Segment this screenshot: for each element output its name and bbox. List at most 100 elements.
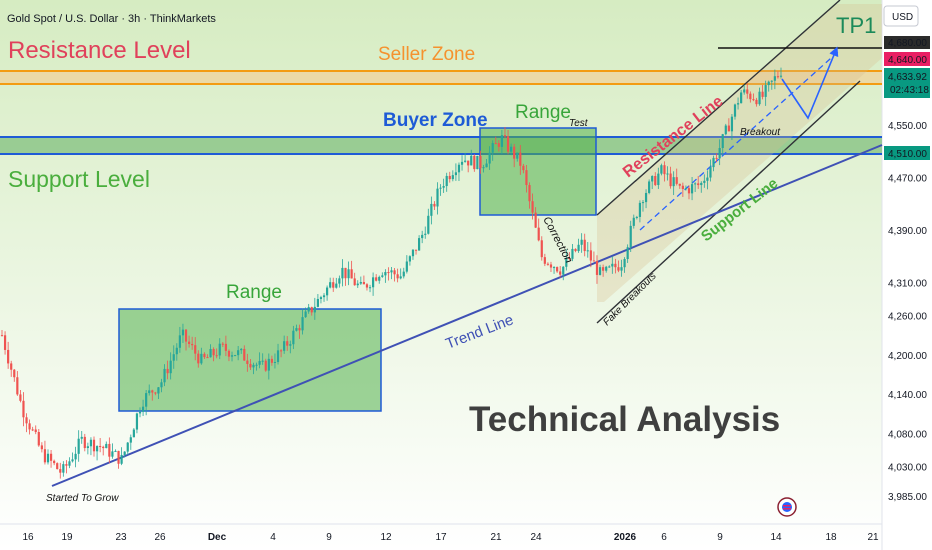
candlestick-series (0, 67, 783, 479)
candle-body (157, 387, 160, 394)
candle-body (310, 307, 313, 313)
candle-body (68, 461, 71, 466)
candle-body (154, 392, 157, 394)
candle-body (497, 143, 500, 147)
candle-body (141, 406, 145, 412)
time-tick-label: 14 (770, 532, 782, 543)
candle-body (276, 350, 280, 362)
candle-body (92, 439, 96, 452)
candle-body (16, 377, 19, 395)
candle-body (620, 267, 623, 271)
candle-body (626, 247, 629, 260)
candle-body (506, 136, 510, 152)
candle-body (494, 143, 497, 145)
candle-body (411, 249, 415, 257)
candle-body (733, 104, 737, 117)
candle-body (258, 361, 261, 365)
started-to-grow-label: Started To Grow (46, 493, 119, 504)
price-tick-label: 3,985.00 (888, 492, 927, 503)
candle-body (286, 341, 289, 346)
price-tick-label: 4,470.00 (888, 174, 927, 185)
seller-zone-label: Seller Zone (378, 44, 475, 65)
candle-body (181, 329, 185, 336)
candle-body (166, 368, 169, 374)
candle-body (672, 177, 675, 187)
candle-body (335, 283, 338, 288)
candle-body (325, 287, 329, 296)
time-tick-label: 9 (326, 532, 332, 543)
candle-body (313, 306, 316, 313)
candle-body (476, 155, 479, 170)
candle-body (71, 459, 74, 462)
tp1-price-text: 4,680.00 (888, 38, 927, 49)
candle-body (709, 167, 712, 178)
candle-body (178, 335, 181, 348)
candle-body (267, 358, 270, 371)
candle-body (740, 92, 743, 104)
candle-body (172, 354, 175, 361)
candle-body (418, 238, 421, 251)
candle-body (552, 267, 556, 269)
breakout-label: Breakout (740, 127, 781, 138)
candle-body (528, 185, 531, 202)
time-tick-label: 21 (490, 532, 502, 543)
candle-body (424, 233, 427, 235)
candle-body (295, 328, 298, 331)
candle-body (77, 438, 80, 454)
candle-body (537, 227, 540, 241)
candle-body (638, 202, 642, 217)
candle-body (319, 297, 323, 299)
test-label: Test (569, 118, 589, 129)
candle-body (623, 259, 626, 268)
time-tick-label: 24 (530, 532, 542, 543)
time-axis[interactable]: 16 19 23 26 Dec 4 9 12 17 21 24 2026 6 9 14 18 21 (22, 532, 879, 543)
candle-body (736, 103, 740, 105)
candle-body (457, 164, 461, 173)
currency-button[interactable] (883, 5, 919, 27)
price-axis[interactable]: 3,985.00 4,030.00 4,080.00 4,140.00 4,200.00… (888, 121, 927, 503)
candle-body (215, 355, 218, 357)
buyer-zone-band (0, 137, 882, 154)
candle-body (329, 282, 332, 288)
candle-body (675, 177, 678, 184)
candle-body (470, 155, 473, 166)
time-tick-label: 4 (270, 532, 276, 543)
candle-body (368, 287, 372, 289)
candle-body (589, 250, 592, 261)
candle-body (690, 184, 694, 194)
candle-body (350, 269, 353, 279)
candle-body (430, 203, 433, 216)
candle-body (0, 335, 4, 337)
candle-body (473, 155, 476, 170)
candle-body (779, 75, 783, 77)
chart-title: Gold Spot / U.S. Dollar · 3h · ThinkMark… (7, 13, 216, 25)
candle-body (387, 272, 390, 274)
candle-body (292, 330, 295, 345)
candle-body (243, 348, 246, 361)
candle-body (654, 176, 657, 186)
time-tick-label: 19 (61, 532, 73, 543)
candle-body (657, 173, 660, 186)
price-tick-label: 4,140.00 (888, 390, 927, 401)
candle-body (227, 350, 231, 357)
candle-body (240, 348, 243, 351)
candle-body (145, 393, 148, 407)
candle-body (510, 146, 513, 152)
candle-body (341, 267, 344, 279)
candle-body (95, 446, 99, 452)
candle-body (283, 341, 286, 351)
candle-body (49, 453, 53, 461)
candle-body (632, 217, 635, 226)
candle-body (53, 460, 56, 464)
support-level-label: Support Level (8, 166, 150, 192)
candle-body (200, 353, 203, 364)
candle-body (703, 180, 706, 183)
candle-body (138, 411, 142, 414)
price-tick-label: 4,080.00 (888, 430, 927, 441)
technical-analysis-label: Technical Analysis (469, 400, 780, 439)
candle-body (105, 443, 108, 449)
tp1-price-tag: 4,680.00 (884, 36, 930, 49)
candle-body (129, 437, 132, 443)
candle-body (194, 345, 197, 354)
